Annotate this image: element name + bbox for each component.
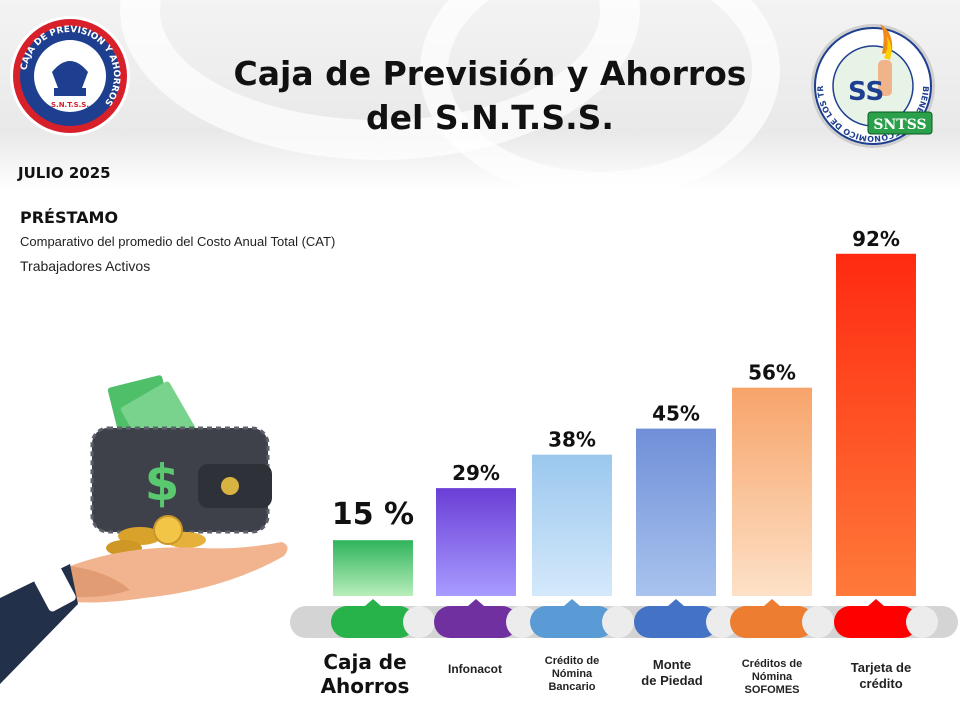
page-title: Caja de Previsión y Ahorros del S.N.T.S.… (180, 52, 800, 140)
bar-pill (634, 606, 718, 638)
bar-pill (834, 606, 918, 638)
category-label-line: Tarjeta de (850, 660, 912, 675)
category-label-line: Ahorros (320, 674, 410, 698)
category-label-infonacot: Infonacot (425, 662, 525, 676)
section-heading: PRÉSTAMO (20, 208, 119, 227)
category-label-bancario: Crédito de Nómina Bancario (522, 655, 622, 694)
category-label-line: crédito (859, 676, 903, 691)
bar-pill-end (403, 606, 435, 638)
category-label-line: Nómina (551, 668, 593, 680)
section-subtitle: Comparativo del promedio del Costo Anual… (20, 234, 336, 249)
value-label: 29% (452, 461, 500, 485)
value-label: 15 % (332, 497, 414, 532)
bar (732, 387, 812, 596)
category-label-line: SOFOMES (744, 684, 800, 696)
logo-badge-text: SNTSS (873, 117, 926, 133)
category-label-line: Nómina (751, 671, 793, 683)
bar-pill-end (706, 606, 738, 638)
header-background (0, 0, 960, 200)
bar (836, 253, 916, 596)
dollar-icon: $ (145, 454, 180, 512)
value-label: 38% (548, 428, 596, 452)
value-label: 92% (852, 227, 900, 251)
hand-icon (0, 542, 288, 684)
category-label-line: Créditos de (741, 658, 803, 670)
bar-pill-notch (365, 599, 381, 606)
title-line-2: del S.N.T.S.S. (366, 98, 614, 137)
category-label-caja: Caja de Ahorros (300, 650, 430, 698)
wallet-hand-illustration: $ (0, 375, 288, 684)
bar-pill-end (906, 606, 938, 638)
bar-pill (530, 606, 614, 638)
bar-pill (730, 606, 814, 638)
category-label-line: de Piedad (641, 673, 703, 688)
logo-letters: SS (848, 77, 884, 107)
category-label-tarjeta: Tarjeta de crédito (826, 660, 936, 692)
category-label-line: Caja de (323, 650, 407, 674)
category-label-sofomes: Créditos de Nómina SOFOMES (722, 658, 822, 697)
bar-pill-end (602, 606, 634, 638)
bar (436, 488, 516, 596)
category-label-monte: Monte de Piedad (622, 657, 722, 689)
bar (333, 540, 413, 596)
category-label-line: Infonacot (448, 662, 502, 676)
bar-pill-end (802, 606, 834, 638)
category-label-line: Monte (652, 657, 692, 672)
wallet-icon: $ (90, 426, 272, 534)
title-line-1: Caja de Previsión y Ahorros (233, 54, 747, 93)
category-label-line: Bancario (548, 681, 596, 693)
bar-pill-end (506, 606, 538, 638)
section-group: Trabajadores Activos (20, 258, 151, 274)
bar-pill-notch (668, 599, 684, 606)
bar-pill (434, 606, 518, 638)
logo-bottom-text: S.N.T.S.S. (51, 101, 89, 109)
bar-pill-notch (868, 599, 884, 606)
bar (636, 428, 716, 596)
value-label: 45% (652, 402, 700, 426)
value-label: 56% (748, 361, 796, 385)
bar-pill (331, 606, 415, 638)
bar-pill-notch (764, 599, 780, 606)
bar (532, 454, 612, 596)
bar-pill-notch (468, 599, 484, 606)
category-label-line: Crédito de (544, 655, 600, 667)
bar-pill-notch (564, 599, 580, 606)
report-date: JULIO 2025 (18, 164, 111, 182)
caja-ahorros-logo: CAJA DE PREVISION Y AHORROS S.N.T.S.S. (10, 16, 130, 136)
